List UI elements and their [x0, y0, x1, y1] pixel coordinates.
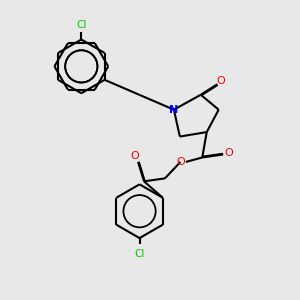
Text: N: N — [169, 105, 178, 115]
Text: O: O — [216, 76, 225, 86]
Text: Cl: Cl — [134, 248, 145, 259]
Text: O: O — [224, 148, 233, 158]
Text: Cl: Cl — [76, 20, 86, 30]
Text: O: O — [176, 157, 185, 167]
Text: O: O — [131, 151, 140, 161]
